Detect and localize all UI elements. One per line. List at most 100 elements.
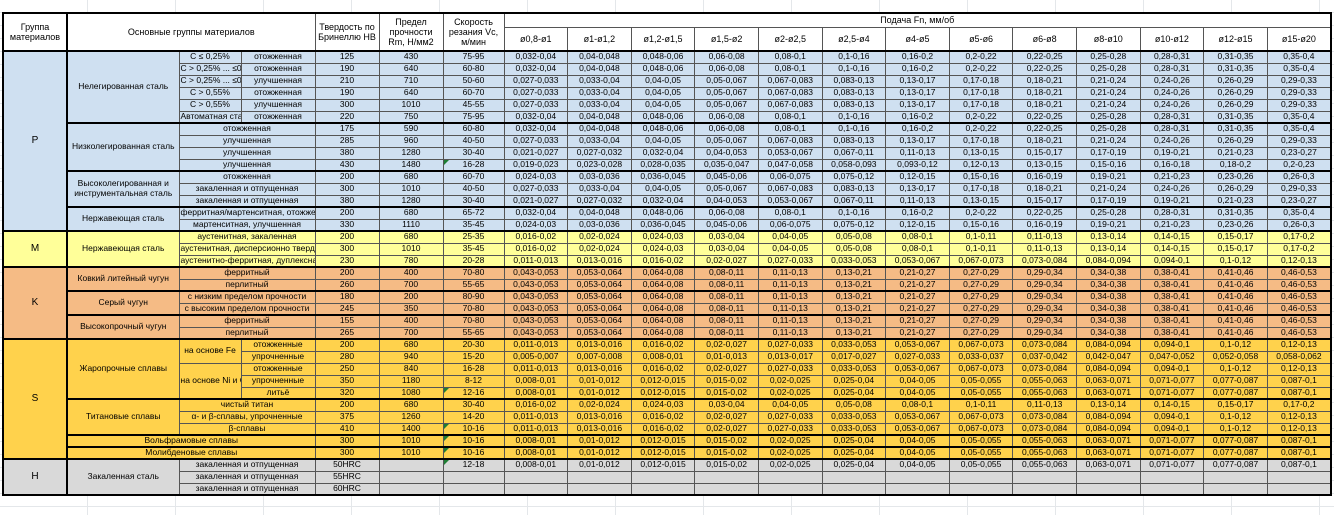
feed-value-d5[interactable]: 0,025-0,04 (821, 374, 887, 388)
feed-value-d5[interactable]: 0,083-0,13 (821, 98, 887, 112)
feed-value-d10[interactable]: 0,21-0,23 (1139, 170, 1205, 184)
feed-value-d11[interactable]: 0,21-0,23 (1203, 194, 1268, 208)
hardness-hb-value[interactable]: 300 (314, 182, 380, 196)
feed-value-d0[interactable] (503, 482, 569, 496)
feed-value-d1[interactable]: 0,04-0,048 (567, 206, 632, 220)
feed-value-d0[interactable]: 0,027-0,033 (503, 134, 569, 148)
feed-value-d6[interactable]: 0,12-0,15 (885, 218, 950, 232)
feed-value-d10[interactable]: 0,38-0,41 (1139, 278, 1205, 292)
hardness-hb-value[interactable]: 220 (314, 110, 380, 124)
group-label-K[interactable]: K (2, 266, 68, 340)
feed-value-d12[interactable]: 0,087-0,1 (1266, 434, 1332, 448)
feed-value-d10[interactable]: 0,14-0,15 (1139, 398, 1205, 412)
header-cutting-speed[interactable]: Скорость резания Vc, м/мин (442, 12, 505, 52)
feed-value-d0[interactable]: 0,016-0,02 (503, 242, 569, 256)
feed-value-d12[interactable]: 0,46-0,53 (1266, 302, 1332, 316)
feed-value-d9[interactable]: 0,25-0,28 (1075, 62, 1141, 76)
feed-value-d10[interactable]: 0,24-0,26 (1139, 134, 1205, 148)
feed-value-d6[interactable]: 0,16-0,2 (885, 206, 950, 220)
feed-value-d9[interactable]: 0,21-0,24 (1075, 74, 1141, 88)
feed-value-d7[interactable]: 0,12-0,13 (948, 158, 1014, 172)
feed-value-d5[interactable]: 0,075-0,12 (821, 170, 887, 184)
cutting-speed-vc-value[interactable]: 75-95 (442, 110, 505, 124)
feed-value-d5[interactable]: 0,083-0,13 (821, 182, 887, 196)
strength-rm-value[interactable]: 680 (378, 206, 444, 220)
diameter-header-9[interactable]: ø8-ø10 (1075, 27, 1141, 52)
material-subtype[interactable]: на основе Ni и Co (178, 362, 242, 400)
feed-value-d4[interactable]: 0,053-0,067 (757, 146, 823, 160)
feed-value-d0[interactable]: 0,027-0,033 (503, 182, 569, 196)
feed-value-d0[interactable]: 0,008-0,01 (503, 446, 569, 460)
feed-value-d11[interactable]: 0,077-0,087 (1203, 434, 1268, 448)
feed-value-d10[interactable]: 0,094-0,1 (1139, 254, 1205, 268)
feed-value-d2[interactable]: 0,016-0,02 (630, 338, 696, 352)
hardness-hb-value[interactable]: 190 (314, 62, 380, 76)
feed-value-d6[interactable]: 0,04-0,05 (885, 386, 950, 400)
feed-value-d2[interactable]: 0,012-0,015 (630, 446, 696, 460)
feed-value-d0[interactable]: 0,008-0,01 (503, 386, 569, 400)
feed-value-d8[interactable]: 0,22-0,25 (1012, 206, 1077, 220)
feed-value-d2[interactable]: 0,04-0,05 (630, 98, 696, 112)
feed-value-d6[interactable]: 0,13-0,17 (885, 134, 950, 148)
material-subtype[interactable]: α- и β-сплавы, упрочненные (178, 410, 316, 424)
group-label-M[interactable]: M (2, 230, 68, 268)
feed-value-d12[interactable]: 0,46-0,53 (1266, 278, 1332, 292)
feed-value-d7[interactable]: 0,05-0,055 (948, 458, 1014, 472)
feed-value-d8[interactable]: 0,22-0,25 (1012, 62, 1077, 76)
feed-value-d9[interactable]: 0,21-0,24 (1075, 98, 1141, 112)
feed-value-d6[interactable]: 0,12-0,15 (885, 170, 950, 184)
feed-value-d2[interactable]: 0,024-0,03 (630, 242, 696, 256)
feed-value-d1[interactable]: 0,033-0,04 (567, 74, 632, 88)
feed-value-d6[interactable]: 0,08-0,1 (885, 242, 950, 256)
feed-value-d8[interactable]: 0,13-0,15 (1012, 158, 1077, 172)
strength-rm-value[interactable]: 700 (378, 278, 444, 292)
feed-value-d6[interactable]: 0,13-0,17 (885, 182, 950, 196)
material-subtype[interactable]: C > 0,55% (178, 98, 242, 112)
strength-rm-value[interactable]: 750 (378, 110, 444, 124)
feed-value-d12[interactable]: 0,12-0,13 (1266, 422, 1332, 436)
feed-value-d10[interactable]: 0,38-0,41 (1139, 302, 1205, 316)
cutting-speed-vc-value[interactable]: 15-20 (442, 350, 505, 364)
feed-value-d8[interactable]: 0,29-0,34 (1012, 302, 1077, 316)
feed-value-d1[interactable]: 0,053-0,064 (567, 278, 632, 292)
feed-value-d9[interactable]: 0,34-0,38 (1075, 302, 1141, 316)
hardness-hb-value[interactable]: 180 (314, 290, 380, 304)
feed-value-d10[interactable]: 0,094-0,1 (1139, 362, 1205, 376)
group-label-P[interactable]: P (2, 50, 68, 232)
feed-value-d1[interactable]: 0,033-0,04 (567, 134, 632, 148)
feed-value-d12[interactable]: 0,17-0,2 (1266, 242, 1332, 256)
feed-value-d11[interactable]: 0,41-0,46 (1203, 266, 1268, 280)
feed-value-d11[interactable]: 0,31-0,35 (1203, 62, 1268, 76)
feed-value-d5[interactable]: 0,025-0,04 (821, 434, 887, 448)
feed-value-d1[interactable]: 0,02-0,024 (567, 230, 632, 244)
feed-value-d4[interactable]: 0,06-0,075 (757, 170, 823, 184)
cutting-speed-vc-value[interactable]: 70-80 (442, 266, 505, 280)
feed-value-d10[interactable]: 0,38-0,41 (1139, 266, 1205, 280)
feed-value-d11[interactable]: 0,26-0,29 (1203, 98, 1268, 112)
feed-value-d8[interactable]: 0,22-0,25 (1012, 122, 1077, 136)
feed-value-d10[interactable]: 0,19-0,21 (1139, 194, 1205, 208)
feed-value-d9[interactable]: 0,063-0,071 (1075, 374, 1141, 388)
cutting-speed-vc-value[interactable] (442, 482, 505, 496)
feed-value-d3[interactable]: 0,045-0,06 (694, 170, 759, 184)
feed-value-d2[interactable]: 0,024-0,03 (630, 398, 696, 412)
feed-value-d4[interactable]: 0,04-0,05 (757, 398, 823, 412)
feed-value-d3[interactable]: 0,04-0,053 (694, 146, 759, 160)
feed-value-d4[interactable]: 0,11-0,13 (757, 302, 823, 316)
feed-value-d7[interactable]: 0,2-0,22 (948, 110, 1014, 124)
feed-value-d10[interactable]: 0,28-0,31 (1139, 206, 1205, 220)
feed-value-d0[interactable]: 0,027-0,033 (503, 74, 569, 88)
material-subtype[interactable]: отожженная (240, 50, 316, 64)
feed-value-d9[interactable]: 0,19-0,21 (1075, 170, 1141, 184)
feed-value-d6[interactable]: 0,16-0,2 (885, 110, 950, 124)
feed-value-d0[interactable]: 0,008-0,01 (503, 374, 569, 388)
feed-value-d3[interactable]: 0,05-0,067 (694, 74, 759, 88)
feed-value-d4[interactable]: 0,11-0,13 (757, 266, 823, 280)
material-subtype[interactable]: улучшенная (178, 158, 316, 172)
feed-value-d1[interactable]: 0,03-0,036 (567, 170, 632, 184)
feed-value-d12[interactable]: 0,058-0,062 (1266, 350, 1332, 364)
feed-value-d2[interactable]: 0,016-0,02 (630, 254, 696, 268)
feed-value-d12[interactable]: 0,35-0,4 (1266, 110, 1332, 124)
hardness-hb-value[interactable]: 260 (314, 278, 380, 292)
feed-value-d9[interactable]: 0,34-0,38 (1075, 290, 1141, 304)
